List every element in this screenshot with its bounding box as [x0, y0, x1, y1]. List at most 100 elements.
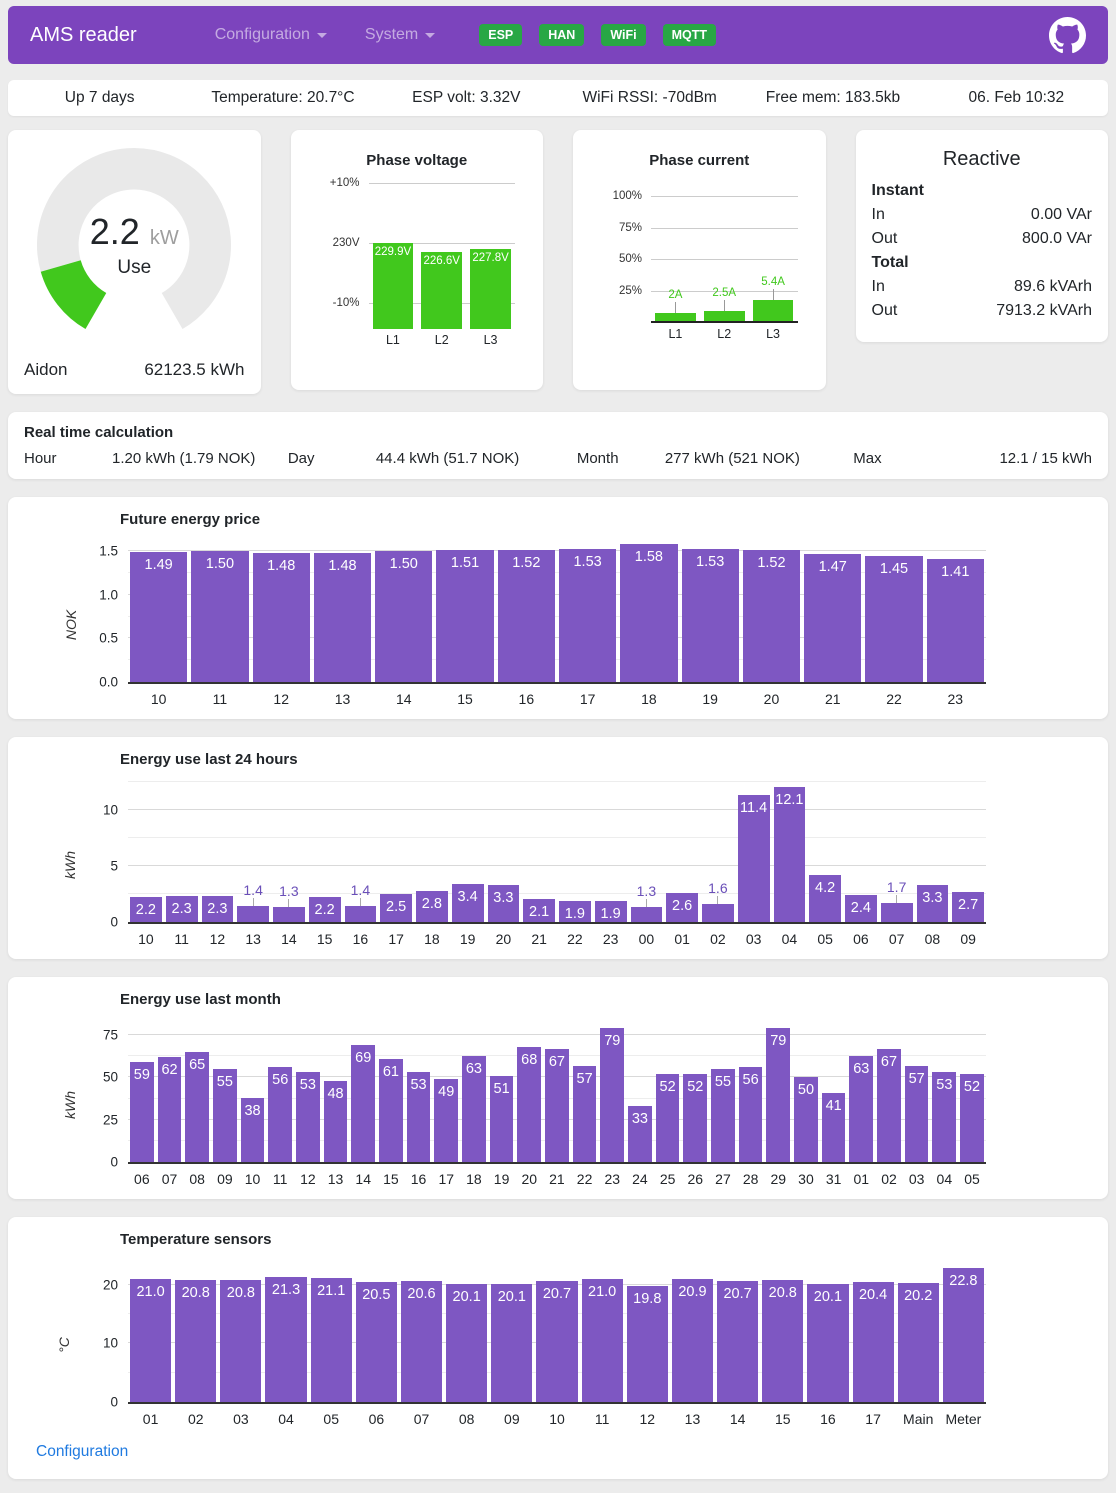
x-tick-label: 20 [521, 1171, 538, 1187]
bar-value-label: 19.8 [633, 1290, 662, 1307]
bar: 3.3 [916, 885, 949, 922]
bar: 2.7 [952, 891, 984, 922]
x-tick-label: 29 [770, 1171, 787, 1187]
phase-current-card: Phase current 100% 75% 50% 25% 2A 2.5A 5.4A L1 L… [573, 130, 826, 390]
gridline [128, 637, 986, 639]
bar-value-label: 20.8 [181, 1284, 210, 1301]
x-tick-label: 12 [300, 1171, 316, 1187]
bar: 19.8 [626, 1285, 668, 1402]
y-axis-unit-label: kWh [62, 1090, 78, 1119]
reactive-instant-in-value: 0.00 VAr [1030, 206, 1092, 223]
configuration-link[interactable]: Configuration [36, 1443, 129, 1460]
bar-value-label: 11.4 [740, 799, 768, 816]
x-tick-label: 27 [715, 1171, 731, 1187]
power-gauge: 2.2 kW Use [35, 146, 233, 344]
app-title: AMS reader [30, 23, 137, 46]
bar: 20.8 [175, 1279, 217, 1402]
bar-value-label: 20.4 [858, 1287, 888, 1304]
bar-value-label: 56 [272, 1072, 289, 1089]
realtime-max-value: 12.1 / 15 kWh [999, 450, 1092, 467]
bar-value-label: 67 [880, 1053, 898, 1070]
voltage-bar: 227.8V [470, 248, 511, 329]
phase-current-chart: 100% 75% 50% 25% 2A 2.5A 5.4A L1 L2 L3 [589, 183, 810, 341]
bar: 1.58 [620, 544, 678, 682]
x-tick-label: 03 [745, 931, 762, 947]
nav-configuration-dropdown[interactable]: Configuration [215, 26, 327, 44]
bar: 50 [794, 1077, 818, 1162]
x-tick-label: 21 [549, 1171, 565, 1187]
x-tick-label: 18 [424, 931, 440, 947]
label-callout-line [645, 899, 647, 908]
x-axis-labels: L1 L2 L3 [369, 333, 516, 347]
gridline [651, 227, 798, 229]
gridline [651, 291, 798, 293]
x-tick-label: L2 [717, 327, 732, 341]
gridline-minor [128, 615, 986, 617]
voltage-bar: 226.6V [421, 251, 463, 329]
energy-month-panel: Energy use last month kWh 0 25 50 75 59 62 65 55… [8, 977, 1108, 1199]
x-tick-label: 16 [518, 691, 535, 707]
bar: 67 [877, 1048, 901, 1162]
github-icon [1049, 16, 1086, 53]
bar-value-label: 1.7 [886, 879, 907, 895]
x-tick-label: 01 [853, 1171, 870, 1187]
bar: 12.1 [773, 786, 806, 922]
bar-value-label: 2.1 [529, 903, 550, 920]
y-tick-label: 20 [102, 1277, 118, 1293]
bar: 1.9 [594, 900, 627, 922]
bar: 20.7 [717, 1280, 759, 1402]
x-tick-label: L2 [434, 333, 449, 347]
bar-value-label: 22.8 [949, 1273, 978, 1290]
bar-value-label: 2A [668, 289, 683, 302]
bar: 4.2 [809, 875, 841, 922]
x-tick-label: 25 [659, 1171, 676, 1187]
y-tick-label: 0 [110, 914, 118, 930]
bar-value-label: 2.6 [672, 897, 693, 914]
nav-system-dropdown[interactable]: System [365, 26, 436, 44]
x-tick-label: 20 [495, 931, 512, 947]
label-callout-line [717, 896, 719, 905]
x-tick-label: 14 [729, 1411, 746, 1427]
reactive-total-in-label: In [871, 278, 885, 295]
x-tick-label: 04 [936, 1171, 953, 1187]
x-tick-label: 12 [273, 691, 289, 707]
x-tick-label: 19 [493, 1171, 510, 1187]
bar-value-label: 1.3 [636, 883, 657, 900]
reactive-total-out-value: 7913.2 kVArh [996, 302, 1092, 319]
reactive-total-in-value: 89.6 kVArh [1014, 278, 1092, 295]
power-gauge-card: 2.2 kW Use Aidon 62123.5 kWh [8, 130, 261, 394]
bar-value-label: 2.5 [386, 899, 407, 916]
datetime-status: 06. Feb 10:32 [968, 89, 1065, 106]
x-tick-label: 21 [531, 931, 547, 947]
x-tick-label: 15 [316, 931, 333, 947]
x-tick-label: 18 [641, 691, 657, 707]
bar [702, 904, 734, 922]
bar: 55 [213, 1069, 237, 1162]
bar: 20.8 [762, 1279, 804, 1402]
x-tick-label: 12 [639, 1411, 656, 1427]
bar: 21.0 [581, 1278, 623, 1402]
x-tick-label: 14 [395, 691, 412, 707]
bar-value-label: 20.1 [497, 1289, 526, 1306]
reactive-total-out-label: Out [871, 302, 898, 319]
bar-value-label: 1.58 [634, 549, 663, 566]
gridline [128, 550, 986, 552]
y-axis-unit-label: °C [55, 1336, 72, 1353]
bar: 1.52 [497, 549, 555, 682]
x-tick-label: L3 [483, 333, 498, 347]
bar-value-label: 55 [216, 1074, 233, 1091]
y-axis-unit-label: NOK [63, 609, 80, 640]
bar: 56 [268, 1067, 293, 1162]
label-callout-line [288, 899, 290, 908]
bar-value-label: 1.53 [573, 553, 602, 570]
bar-value-label: 21.0 [136, 1283, 165, 1300]
github-link[interactable] [1049, 16, 1086, 54]
bar-value-label: 2.7 [958, 896, 979, 913]
gridline-minor [128, 572, 986, 574]
x-tick-label: 02 [187, 1411, 204, 1427]
bar-value-label: 1.50 [389, 556, 418, 573]
bar: 20.7 [536, 1280, 578, 1402]
bar-value-label: 79 [604, 1033, 621, 1050]
bar-value-label: 52 [687, 1079, 704, 1096]
x-tick-label: 22 [567, 931, 583, 947]
